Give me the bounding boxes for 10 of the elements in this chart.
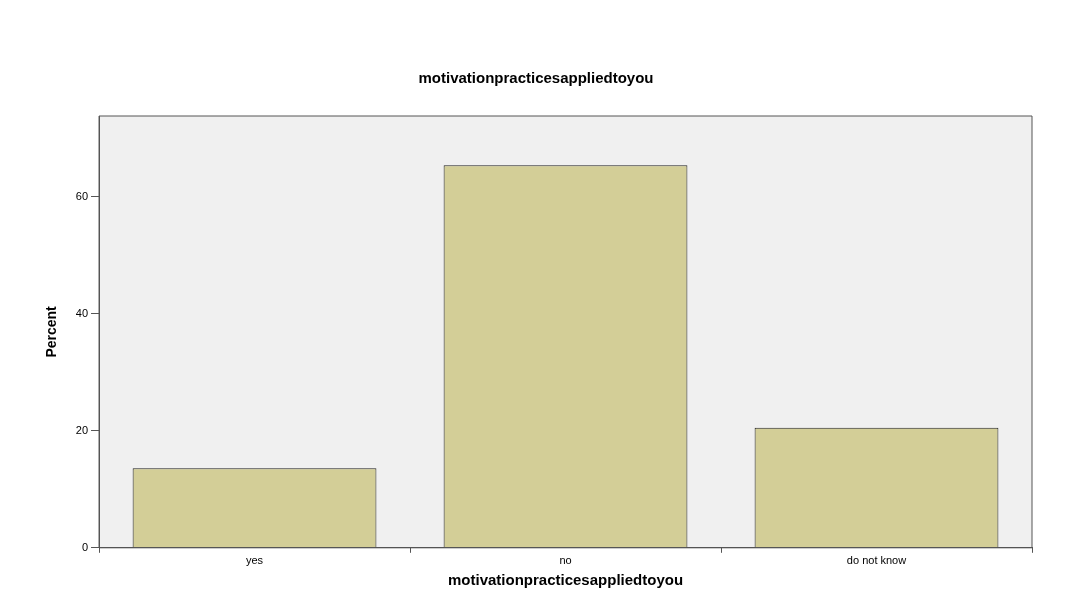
x-tick-label: no — [559, 554, 572, 567]
y-tick-label: 60 — [75, 189, 89, 202]
x-tick-label: yes — [245, 554, 264, 567]
y-tick-label: 20 — [75, 423, 89, 436]
y-tick-label: 40 — [75, 306, 89, 319]
y-tick-label: 0 — [81, 540, 89, 553]
x-tick-label: do not know — [846, 554, 907, 567]
y-axis-title: Percent — [43, 305, 60, 358]
x-axis-title: motivationpracticesappliedtoyou — [447, 571, 684, 589]
chart-title: motivationpracticesappliedtoyou — [418, 69, 654, 87]
